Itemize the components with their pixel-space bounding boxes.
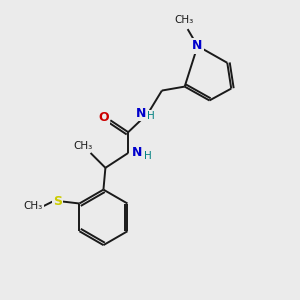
- Text: N: N: [192, 40, 203, 52]
- Text: H: H: [144, 151, 152, 161]
- Text: CH₃: CH₃: [23, 202, 43, 212]
- Text: CH₃: CH₃: [73, 141, 92, 151]
- Text: N: N: [132, 146, 142, 160]
- Text: CH₃: CH₃: [174, 15, 193, 25]
- Text: H: H: [147, 111, 155, 121]
- Text: N: N: [136, 107, 146, 120]
- Text: S: S: [53, 195, 62, 208]
- Text: O: O: [98, 111, 109, 124]
